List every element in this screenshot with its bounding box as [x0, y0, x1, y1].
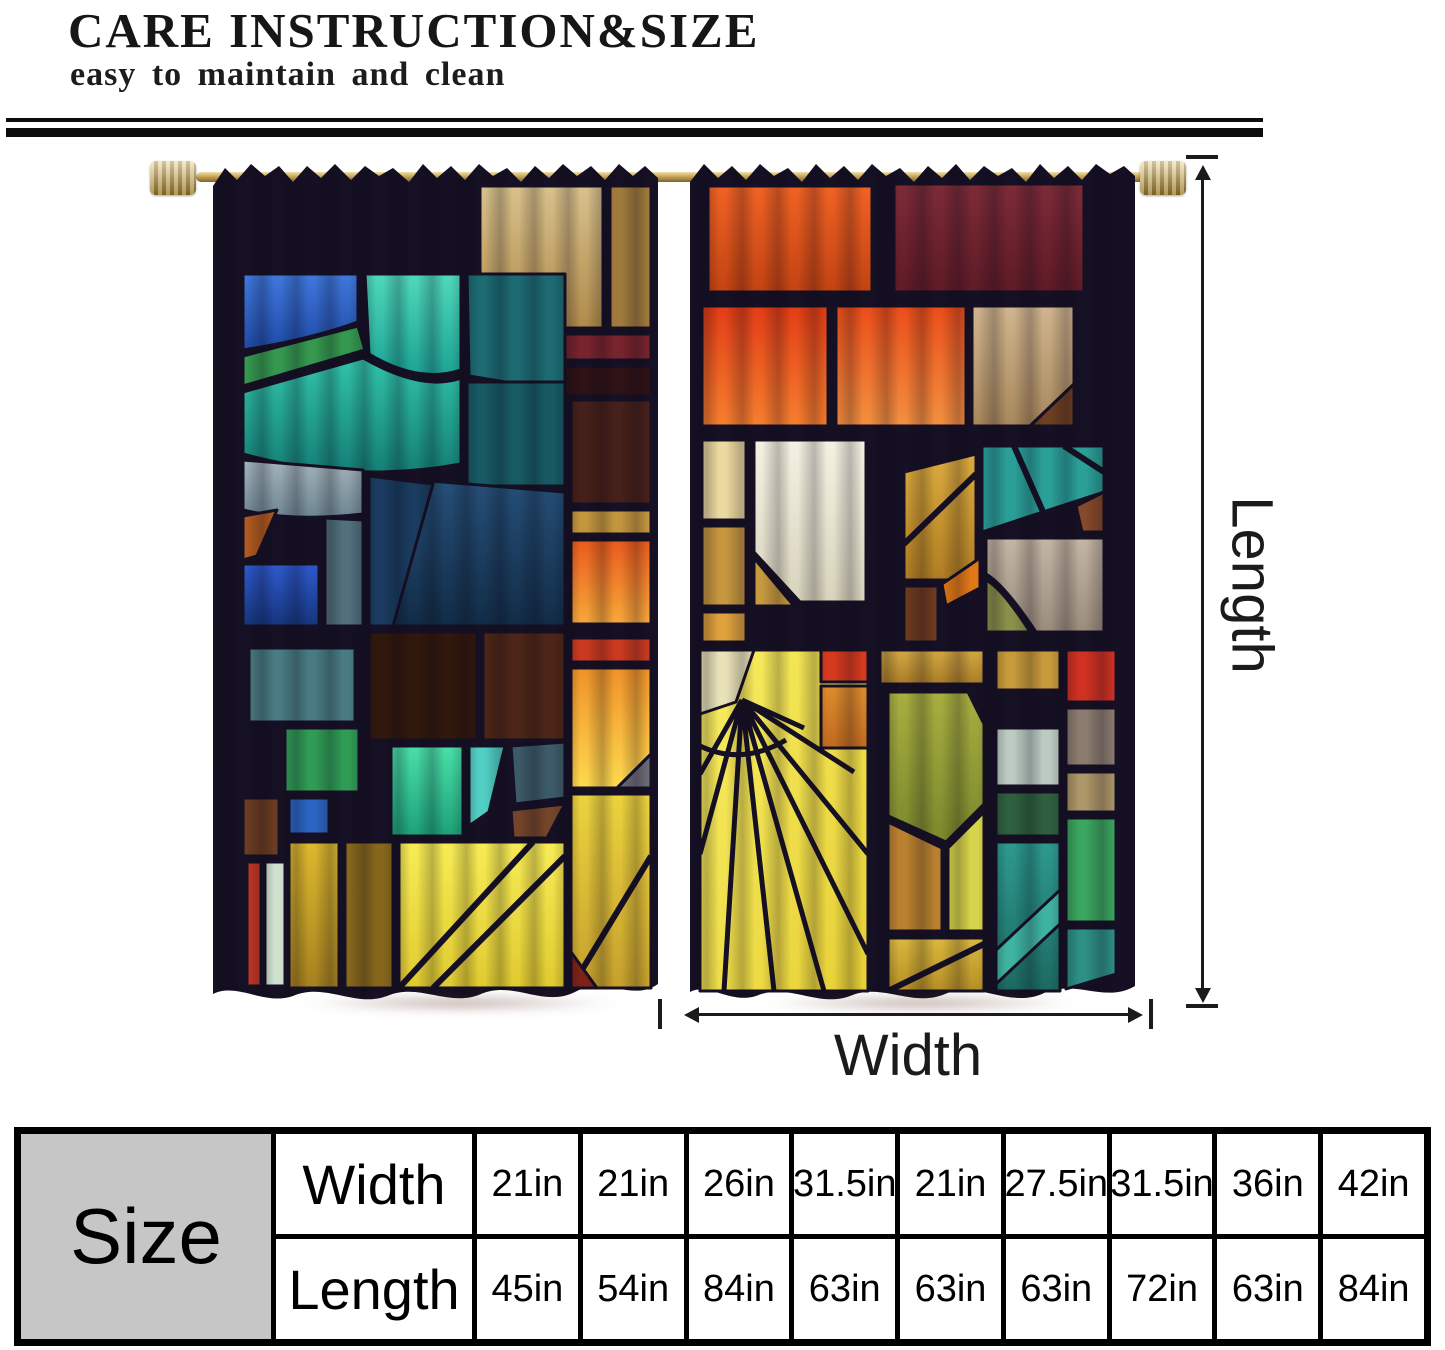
curtain-rod — [196, 172, 1148, 182]
size-table-value-cell: 21in — [582, 1134, 684, 1234]
size-table-value-cell: 21in — [900, 1134, 1001, 1234]
size-table: Size Width 21in 21in 26in 31.5in 21in 27.5in 31.… — [14, 1127, 1431, 1346]
length-arrow-line — [1201, 176, 1204, 992]
size-table-row-label-length: Length — [276, 1239, 472, 1339]
size-table-value-cell: 42in — [1323, 1134, 1424, 1234]
curtain-shadow-right — [760, 995, 1080, 1011]
fabric-fold-shading-right — [690, 164, 1135, 1000]
size-table-value-cell: 54in — [582, 1239, 684, 1339]
width-arrowhead-right-icon — [1128, 1007, 1143, 1023]
rod-finial-left — [150, 161, 196, 195]
width-tick-left — [658, 999, 662, 1029]
size-table-value-cell: 31.5in — [1111, 1134, 1213, 1234]
length-tick-top — [1186, 155, 1218, 159]
width-arrowhead-left-icon — [684, 1007, 699, 1023]
length-tick-bottom — [1186, 1004, 1218, 1008]
size-table-value-cell: 45in — [477, 1239, 578, 1339]
size-table-value-cell: 27.5in — [1005, 1134, 1107, 1234]
size-table-row-label-width: Width — [276, 1134, 472, 1234]
size-table-value-cell: 84in — [1323, 1239, 1424, 1339]
size-table-value-cell: 31.5in — [794, 1134, 896, 1234]
size-table-value-cell: 21in — [477, 1134, 578, 1234]
size-table-value-cell: 63in — [1217, 1239, 1319, 1339]
size-table-value-cell: 72in — [1111, 1239, 1213, 1339]
size-table-value-cell: 63in — [1005, 1239, 1107, 1339]
rod-finial-right — [1140, 161, 1186, 195]
size-table-value-cell: 36in — [1217, 1134, 1319, 1234]
curtain-shadow-left — [300, 995, 620, 1011]
divider-rule-thick — [6, 128, 1263, 137]
curtain-panel-right — [690, 164, 1135, 1000]
size-table-value-cell: 26in — [688, 1134, 790, 1234]
length-arrowhead-down-icon — [1195, 988, 1211, 1003]
length-label: Length — [1219, 496, 1285, 674]
size-table-corner-cell: Size — [21, 1134, 271, 1339]
size-table-value-cell: 63in — [794, 1239, 896, 1339]
curtain-panel-left — [213, 164, 658, 1000]
size-table-value-cell: 84in — [688, 1239, 790, 1339]
width-arrow-line — [697, 1013, 1129, 1016]
width-label: Width — [833, 1023, 983, 1088]
size-table-value-cell: 63in — [900, 1239, 1001, 1339]
fabric-fold-shading-left — [213, 164, 658, 1000]
width-tick-right — [1149, 999, 1153, 1029]
page-title: CARE INSTRUCTION&SIZE — [68, 3, 760, 58]
page-subtitle: easy to maintain and clean — [70, 56, 506, 93]
length-arrowhead-up-icon — [1195, 165, 1211, 180]
divider-rule-thin — [6, 118, 1263, 122]
